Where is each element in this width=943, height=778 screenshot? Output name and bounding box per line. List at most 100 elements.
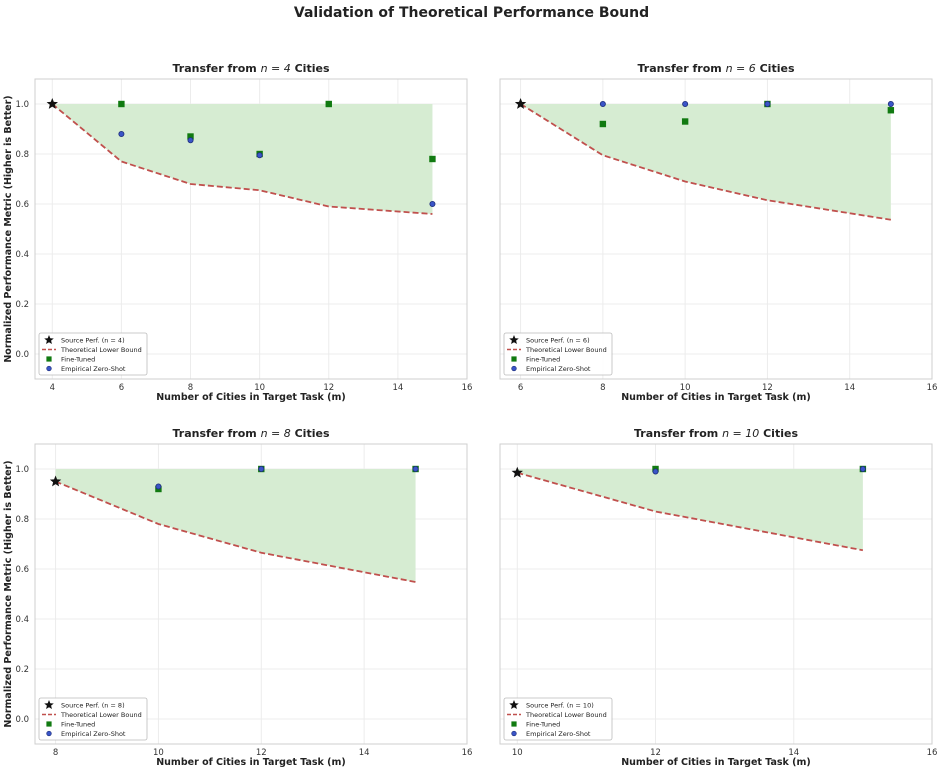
legend-label: Theoretical Lower Bound bbox=[525, 346, 607, 354]
fine-tuned-point bbox=[681, 118, 689, 125]
panel-3: 8 10 12 14 16 0.0 0.2 0.4 0.6 0.8 1.0 Transfer from… bbox=[3, 427, 472, 768]
legend-label: Fine-Tuned bbox=[61, 355, 95, 363]
x-axis-label: Number of Cities in Target Task (m) bbox=[621, 757, 811, 768]
theoretical-lower-bound-line bbox=[55, 480, 416, 583]
legend-box bbox=[503, 697, 613, 741]
y-tick-label: 1.0 bbox=[15, 100, 29, 110]
x-axis-label: Number of Cities in Target Task (m) bbox=[621, 392, 811, 403]
source-star bbox=[514, 98, 527, 109]
axes-frame bbox=[34, 78, 468, 380]
legend-star-icon bbox=[44, 700, 54, 710]
fine-tuned-point bbox=[118, 100, 125, 108]
theoretical-lower-bound-line bbox=[51, 103, 433, 215]
panel-title: Transfer from n = 4 Cities bbox=[173, 62, 330, 75]
legend-star-icon bbox=[44, 335, 54, 345]
x-tick-label: 16 bbox=[927, 383, 938, 393]
zero-shot-point bbox=[764, 101, 771, 108]
legend-square-icon bbox=[511, 721, 517, 727]
y-tick-label: 0.2 bbox=[15, 300, 29, 310]
x-tick-label: 16 bbox=[462, 383, 473, 393]
x-tick-label: 6 bbox=[518, 383, 523, 393]
y-tick-label: 0.8 bbox=[15, 150, 29, 160]
legend-star-icon bbox=[509, 335, 519, 345]
panel-title: Transfer from n = 10 Cities bbox=[634, 427, 798, 440]
zero-shot-point bbox=[258, 465, 265, 472]
legend-star-icon bbox=[509, 700, 519, 710]
legend-square-icon bbox=[46, 721, 52, 727]
x-tick-label: 16 bbox=[927, 748, 938, 758]
legend-square-icon bbox=[511, 356, 517, 362]
legend-label: Fine-Tuned bbox=[526, 720, 560, 728]
panel-1: 4 6 8 10 12 14 16 0.0 0.2 0.4 0.6 0.8 1.0 Transfer fr… bbox=[3, 62, 472, 403]
legend-label: Empirical Zero-Shot bbox=[526, 365, 591, 373]
feasible-region bbox=[52, 104, 433, 214]
y-tick-label: 0.2 bbox=[15, 665, 29, 675]
legend-label: Theoretical Lower Bound bbox=[525, 711, 607, 719]
axes-frame bbox=[499, 78, 933, 380]
feasible-region bbox=[520, 104, 891, 220]
x-axis-label: Number of Cities in Target Task (m) bbox=[156, 392, 346, 403]
legend-label: Fine-Tuned bbox=[526, 355, 560, 363]
zero-shot-point bbox=[599, 101, 606, 108]
zero-shot-point bbox=[859, 465, 866, 472]
zero-shot-point bbox=[187, 137, 194, 144]
x-tick-label: 14 bbox=[359, 748, 370, 758]
source-star bbox=[49, 475, 62, 487]
y-tick-label: 1.0 bbox=[15, 465, 29, 475]
y-tick-label: 0.8 bbox=[15, 515, 29, 525]
legend-label: Source Perf. (n = 8) bbox=[61, 701, 125, 709]
source-star bbox=[511, 466, 523, 478]
source-star bbox=[46, 98, 58, 109]
panel-4: 10 12 14 16 Transfer from n = 10 Cities Numbe… bbox=[499, 427, 938, 768]
x-tick-label: 4 bbox=[50, 383, 55, 393]
x-tick-label: 12 bbox=[762, 383, 773, 393]
x-tick-label: 8 bbox=[188, 383, 193, 393]
legend-box bbox=[503, 332, 613, 376]
fine-tuned-point bbox=[325, 100, 332, 108]
legend-label: Empirical Zero-Shot bbox=[61, 365, 126, 373]
x-tick-label: 14 bbox=[392, 383, 403, 393]
legend-box bbox=[38, 332, 148, 376]
panel-2: 6 8 10 12 14 16 Transfer from n = 6 Cities Numb… bbox=[499, 62, 938, 403]
y-tick-label: 0.0 bbox=[15, 715, 29, 725]
zero-shot-point bbox=[429, 200, 436, 207]
x-axis-label: Number of Cities in Target Task (m) bbox=[156, 757, 346, 768]
zero-shot-point bbox=[118, 130, 125, 137]
legend-circle-icon bbox=[511, 730, 517, 737]
x-tick-label: 8 bbox=[600, 383, 605, 393]
legend-label: Source Perf. (n = 10) bbox=[526, 701, 594, 709]
theoretical-lower-bound-line bbox=[520, 103, 891, 221]
x-tick-label: 10 bbox=[254, 383, 265, 393]
y-tick-label: 0.6 bbox=[15, 565, 29, 575]
axes-frame bbox=[499, 443, 933, 745]
legend-circle-icon bbox=[46, 365, 52, 372]
legend-label: Empirical Zero-Shot bbox=[526, 730, 591, 738]
y-axis-label: Normalized Performance Metric (Higher is… bbox=[3, 460, 14, 727]
legend-label: Fine-Tuned bbox=[61, 720, 95, 728]
legend-circle-icon bbox=[46, 730, 52, 737]
x-tick-label: 16 bbox=[462, 748, 473, 758]
feasible-region bbox=[517, 469, 863, 551]
x-tick-label: 12 bbox=[650, 748, 661, 758]
zero-shot-point bbox=[887, 101, 894, 108]
x-tick-label: 10 bbox=[153, 748, 164, 758]
zero-shot-point bbox=[652, 468, 659, 475]
zero-shot-point bbox=[682, 101, 689, 108]
legend-label: Empirical Zero-Shot bbox=[61, 730, 126, 738]
fine-tuned-point bbox=[599, 120, 607, 128]
legend-circle-icon bbox=[511, 365, 517, 372]
y-axis-label: Normalized Performance Metric (Higher is… bbox=[3, 95, 14, 362]
legend-label: Source Perf. (n = 6) bbox=[526, 336, 590, 344]
zero-shot-point bbox=[412, 465, 419, 472]
legend-label: Source Perf. (n = 4) bbox=[61, 336, 125, 344]
x-tick-label: 14 bbox=[788, 748, 799, 758]
fine-tuned-point bbox=[887, 107, 895, 114]
x-tick-label: 8 bbox=[53, 748, 58, 758]
y-tick-label: 0.0 bbox=[15, 350, 29, 360]
figure-title: Validation of Theoretical Performance Bo… bbox=[294, 5, 649, 21]
x-tick-label: 10 bbox=[680, 383, 691, 393]
legend-square-icon bbox=[46, 356, 52, 362]
y-tick-label: 0.4 bbox=[15, 615, 29, 625]
